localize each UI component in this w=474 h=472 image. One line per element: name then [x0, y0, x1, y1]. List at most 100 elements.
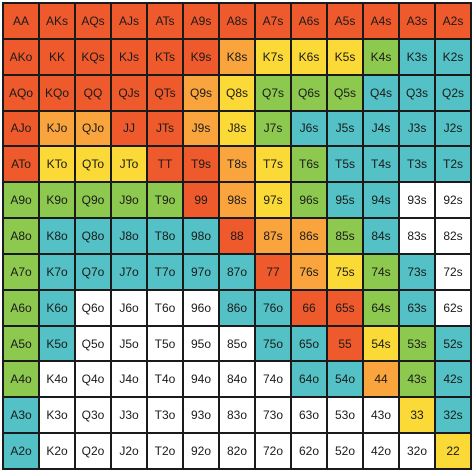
hand-cell-qto: QTo	[76, 147, 112, 184]
hand-cell-j3o: J3o	[112, 398, 148, 435]
hand-cell-97o: 97o	[184, 254, 220, 291]
hand-cell-j2o: J2o	[112, 434, 148, 470]
hand-cell-kjs: KJs	[112, 39, 148, 76]
hand-cell-j8s: J8s	[220, 111, 256, 148]
hand-cell-k8s: K8s	[220, 39, 256, 76]
hand-cell-k4o: K4o	[40, 362, 76, 399]
hand-cell-98s: 98s	[220, 183, 256, 220]
hand-cell-jto: JTo	[112, 147, 148, 184]
hand-cell-t6s: T6s	[292, 147, 328, 184]
hand-cell-22: 22	[436, 434, 472, 470]
hand-cell-k5o: K5o	[40, 326, 76, 363]
hand-cell-84s: 84s	[364, 219, 400, 255]
hand-cell-k9o: K9o	[40, 183, 76, 220]
hand-cell-ajs: AJs	[112, 4, 148, 40]
hand-cell-64s: 64s	[364, 290, 400, 327]
hand-cell-94s: 94s	[364, 183, 400, 220]
hand-cell-95s: 95s	[328, 183, 364, 220]
hand-cell-kts: KTs	[148, 39, 184, 76]
hand-cell-66: 66	[292, 290, 328, 327]
hand-cell-32o: 32o	[400, 434, 436, 470]
hand-cell-kqo: KQo	[40, 75, 76, 112]
hand-cell-k3s: K3s	[400, 39, 436, 76]
hand-cell-92o: 92o	[184, 434, 220, 470]
hand-cell-43o: 43o	[364, 398, 400, 435]
hand-cell-q3o: Q3o	[76, 398, 112, 435]
hand-cell-k2s: K2s	[436, 39, 472, 76]
hand-cell-ajo: AJo	[4, 111, 40, 148]
hand-cell-kjo: KJo	[40, 111, 76, 148]
hand-cell-a4s: A4s	[364, 4, 400, 40]
hand-cell-32s: 32s	[436, 398, 472, 435]
hand-cell-84o: 84o	[220, 362, 256, 399]
hand-cell-65o: 65o	[292, 326, 328, 363]
hand-cell-54s: 54s	[364, 326, 400, 363]
hand-cell-33: 33	[400, 398, 436, 435]
hand-cell-63o: 63o	[292, 398, 328, 435]
hand-cell-t9s: T9s	[184, 147, 220, 184]
hand-cell-q8s: Q8s	[220, 75, 256, 112]
hand-cell-t2s: T2s	[436, 147, 472, 184]
hand-cell-73o: 73o	[256, 398, 292, 435]
hand-cell-q7o: Q7o	[76, 254, 112, 291]
hand-cell-a3s: A3s	[400, 4, 436, 40]
hand-cell-63s: 63s	[400, 290, 436, 327]
hand-cell-t4s: T4s	[364, 147, 400, 184]
hand-cell-87s: 87s	[256, 219, 292, 255]
hand-cell-j6s: J6s	[292, 111, 328, 148]
hand-cell-j8o: J8o	[112, 219, 148, 255]
hand-cell-97s: 97s	[256, 183, 292, 220]
hand-cell-j5s: J5s	[328, 111, 364, 148]
hand-cell-j6o: J6o	[112, 290, 148, 327]
hand-cell-a7o: A7o	[4, 254, 40, 291]
hand-cell-83o: 83o	[220, 398, 256, 435]
hand-cell-aa: AA	[4, 4, 40, 40]
hand-cell-t2o: T2o	[148, 434, 184, 470]
hand-cell-kqs: KQs	[76, 39, 112, 76]
hand-cell-96s: 96s	[292, 183, 328, 220]
hand-cell-jts: JTs	[148, 111, 184, 148]
hand-cell-73s: 73s	[400, 254, 436, 291]
hand-cell-98o: 98o	[184, 219, 220, 255]
hand-cell-t4o: T4o	[148, 362, 184, 399]
hand-cell-q6o: Q6o	[76, 290, 112, 327]
hand-cell-qts: QTs	[148, 75, 184, 112]
hand-cell-42o: 42o	[364, 434, 400, 470]
hand-cell-75o: 75o	[256, 326, 292, 363]
hand-cell-t5s: T5s	[328, 147, 364, 184]
hand-cell-a7s: A7s	[256, 4, 292, 40]
hand-cell-qq: QQ	[76, 75, 112, 112]
hand-cell-a6o: A6o	[4, 290, 40, 327]
hand-cell-q5s: Q5s	[328, 75, 364, 112]
hand-cell-tt: TT	[148, 147, 184, 184]
hand-cell-ats: ATs	[148, 4, 184, 40]
hand-cell-kk: KK	[40, 39, 76, 76]
hand-cell-64o: 64o	[292, 362, 328, 399]
hand-cell-q8o: Q8o	[76, 219, 112, 255]
hand-cell-t8o: T8o	[148, 219, 184, 255]
hand-cell-a5s: A5s	[328, 4, 364, 40]
hand-cell-t5o: T5o	[148, 326, 184, 363]
hand-cell-82o: 82o	[220, 434, 256, 470]
hand-cell-76o: 76o	[256, 290, 292, 327]
hand-cell-62o: 62o	[292, 434, 328, 470]
hand-cell-k2o: K2o	[40, 434, 76, 470]
hand-cell-k6s: K6s	[292, 39, 328, 76]
hand-cell-a2o: A2o	[4, 434, 40, 470]
hand-cell-t3o: T3o	[148, 398, 184, 435]
hand-cell-aqs: AQs	[76, 4, 112, 40]
hand-cell-42s: 42s	[436, 362, 472, 399]
hand-cell-q6s: Q6s	[292, 75, 328, 112]
hand-cell-53o: 53o	[328, 398, 364, 435]
hand-cell-43s: 43s	[400, 362, 436, 399]
hand-cell-85o: 85o	[220, 326, 256, 363]
hand-cell-j9o: J9o	[112, 183, 148, 220]
hand-cell-74o: 74o	[256, 362, 292, 399]
hand-cell-55: 55	[328, 326, 364, 363]
hand-cell-q4o: Q4o	[76, 362, 112, 399]
hand-cell-t7s: T7s	[256, 147, 292, 184]
hand-cell-ako: AKo	[4, 39, 40, 76]
hand-cell-aks: AKs	[40, 4, 76, 40]
hand-cell-kto: KTo	[40, 147, 76, 184]
